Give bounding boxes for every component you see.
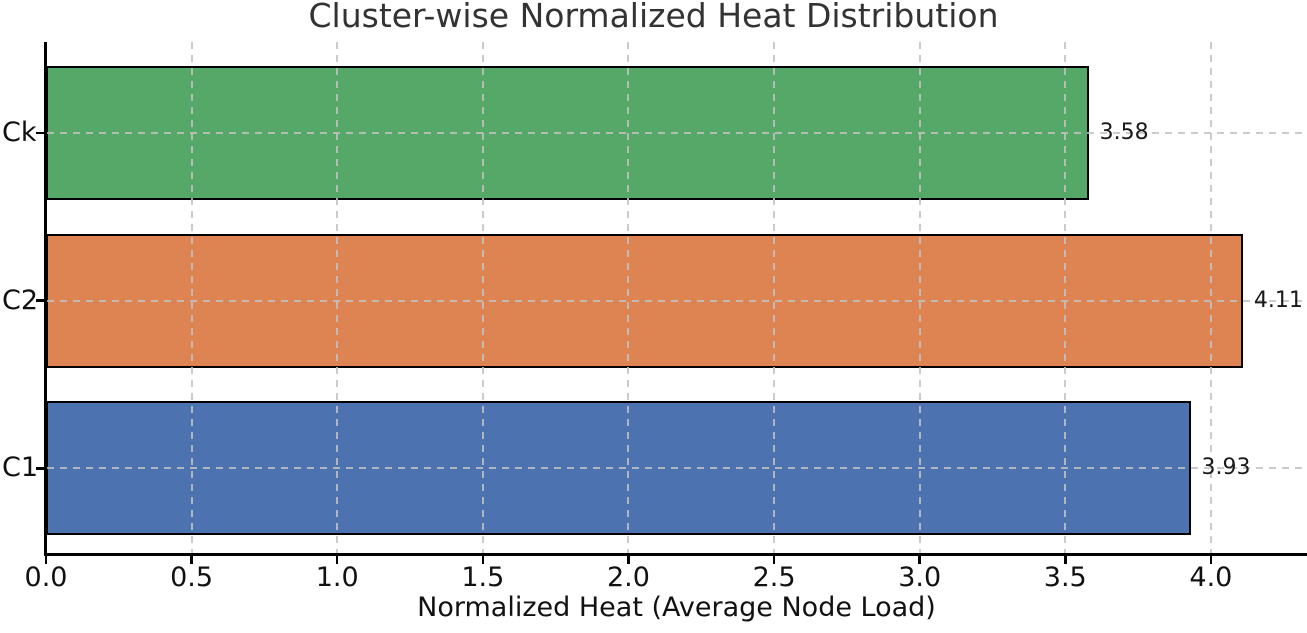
v-gridline [481,42,484,553]
h-gridline [47,299,1307,302]
x-tick-label: 4.0 [1189,562,1233,593]
y-tick-label: Ck [2,117,37,148]
y-tick-mark [36,467,45,470]
x-tick-label: 0.0 [24,562,68,593]
x-tick-mark [44,556,48,564]
bar-value-label: 3.58 [1099,120,1149,145]
y-axis-spine [44,42,47,556]
x-axis-spine [44,553,1307,556]
v-gridline [773,42,776,553]
y-tick-label: C2 [2,284,39,316]
v-gridline [1209,42,1212,553]
y-tick-label: C1 [2,452,39,484]
x-tick-label: 2.5 [752,562,796,593]
y-tick-mark [36,131,45,135]
x-tick-label: 1.0 [315,562,359,593]
x-tick-mark [627,556,630,564]
chart-title: Cluster-wise Normalized Heat Distributio… [308,0,999,35]
x-tick-mark [1209,556,1213,564]
x-tick-label: 3.5 [1043,562,1087,593]
v-gridline [1064,42,1067,553]
h-gridline [47,467,1307,470]
x-tick-mark [335,556,339,564]
v-gridline [627,42,630,553]
x-tick-label: 0.5 [170,562,214,593]
v-gridline [190,42,193,553]
y-tick-mark [36,299,45,302]
bar-value-label: 4.11 [1253,287,1303,313]
x-tick-mark [190,556,193,564]
v-gridline [336,42,339,553]
x-tick-label: 3.0 [898,562,942,593]
x-tick-label: 2.0 [606,562,650,593]
x-tick-label: 1.5 [461,562,505,593]
x-tick-mark [481,556,485,564]
x-tick-mark [772,556,776,564]
x-axis-label: Normalized Heat (Average Node Load) [417,592,936,623]
bar-value-label: 3.93 [1201,455,1251,481]
x-tick-mark [918,556,921,564]
x-tick-mark [1064,556,1067,564]
h-gridline [47,132,1307,134]
v-gridline [918,42,921,553]
